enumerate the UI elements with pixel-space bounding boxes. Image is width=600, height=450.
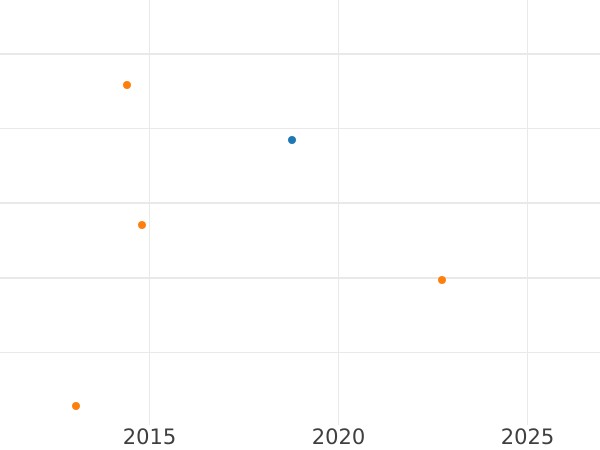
scatter-point-orange-series — [122, 81, 131, 89]
gridline-horizontal — [0, 351, 600, 354]
gridline-horizontal — [0, 127, 600, 130]
gridline-horizontal — [0, 277, 600, 279]
gridline-vertical — [148, 0, 151, 425]
scatter-point-orange-series — [71, 402, 80, 410]
scatter-point-orange-series — [138, 221, 146, 229]
gridline-horizontal — [0, 53, 600, 55]
x-tick-label: 2020 — [311, 425, 366, 449]
gridline-vertical — [337, 0, 340, 425]
x-tick-label: 2015 — [122, 425, 177, 449]
x-axis: 2015 2020 2025 — [0, 425, 600, 450]
scatter-point-orange-series — [438, 276, 446, 284]
gridline-horizontal — [0, 202, 600, 204]
x-tick-label: 2025 — [500, 425, 555, 449]
scatter-point-blue-series — [288, 136, 296, 144]
gridline-vertical — [526, 0, 529, 425]
plot-area — [0, 0, 600, 425]
